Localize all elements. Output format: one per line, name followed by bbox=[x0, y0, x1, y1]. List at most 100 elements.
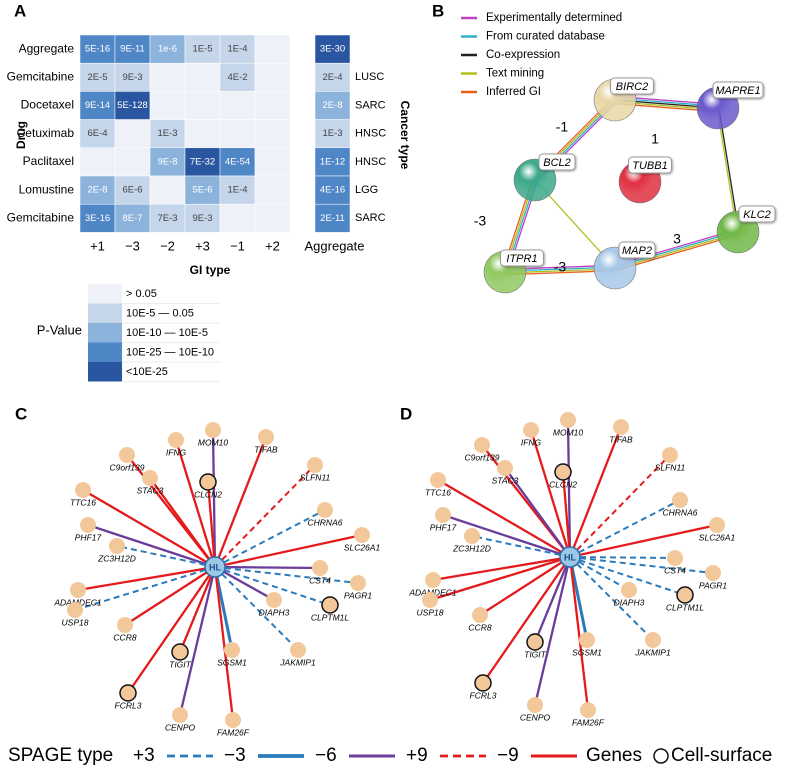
legend-label: Co-expression bbox=[486, 49, 560, 61]
gene-node bbox=[67, 602, 83, 618]
column-label: +1 bbox=[90, 238, 105, 253]
gene-node bbox=[75, 482, 91, 498]
gene-label: FCRL3 bbox=[470, 690, 497, 700]
spage-edge bbox=[533, 556, 572, 706]
network-edge bbox=[615, 232, 739, 270]
cancer-type-label: HNSC bbox=[355, 156, 386, 168]
legend-label: <10E-25 bbox=[126, 366, 168, 378]
spage-edge bbox=[214, 533, 363, 569]
cell-label: 2E-8 bbox=[322, 100, 342, 111]
node-label: ITPR1 bbox=[506, 253, 537, 265]
spage-edge bbox=[213, 566, 235, 721]
gene-label: PAGR1 bbox=[344, 590, 372, 600]
gene-node bbox=[142, 470, 158, 486]
gene-node bbox=[70, 582, 86, 598]
cell-label: 1E-5 bbox=[192, 44, 212, 55]
gene-label: CLCN2 bbox=[549, 479, 577, 489]
spage-edge bbox=[533, 556, 572, 643]
cell-label: 1E-3 bbox=[322, 128, 342, 139]
cancer-type-label: SARC bbox=[355, 99, 386, 111]
edge-label: -3 bbox=[474, 213, 487, 229]
node-label-box bbox=[500, 249, 544, 267]
cell-label: 5E-128 bbox=[117, 100, 148, 111]
gene-node bbox=[422, 592, 438, 608]
legend-swatch bbox=[88, 303, 122, 323]
network-edge bbox=[614, 228, 738, 267]
spage-edge bbox=[213, 436, 268, 568]
hub-node bbox=[559, 546, 581, 568]
legend-title: P-Value bbox=[37, 322, 82, 337]
gene-node bbox=[662, 447, 678, 463]
gene-label: TIFAB bbox=[254, 444, 278, 454]
gene-node bbox=[430, 472, 446, 488]
gene-node bbox=[709, 517, 725, 533]
gene-node bbox=[497, 460, 513, 476]
gene-node bbox=[258, 429, 274, 445]
spage-edge bbox=[569, 454, 671, 558]
axis-title: Cancer type bbox=[398, 101, 412, 170]
gene-label: ADAMDEC1 bbox=[53, 597, 102, 607]
heatmap-cell bbox=[219, 175, 256, 205]
legend-label: > 0.05 bbox=[126, 288, 157, 300]
heatmap-cell bbox=[184, 203, 221, 233]
gene-label: MOM10 bbox=[198, 437, 229, 447]
spage-edge bbox=[568, 556, 589, 641]
node-label-box bbox=[538, 153, 576, 171]
node-label: MAP2 bbox=[622, 245, 652, 257]
gene-label: DIAPH3 bbox=[259, 607, 290, 617]
node-label-box bbox=[712, 81, 764, 99]
gene-label: CST4 bbox=[309, 575, 331, 585]
hub-label: HL bbox=[209, 562, 221, 572]
cell-label: 2E-5 bbox=[87, 72, 107, 83]
gene-label: STAC3 bbox=[137, 485, 164, 495]
heatmap-cell bbox=[314, 119, 351, 149]
gene-node bbox=[225, 712, 241, 728]
gene-node bbox=[645, 632, 661, 648]
spage-edge bbox=[429, 555, 571, 602]
gene-label: JAKMIP1 bbox=[634, 647, 671, 657]
spage-edge bbox=[569, 556, 630, 591]
gene-node bbox=[307, 457, 323, 473]
heatmap-cell bbox=[79, 147, 116, 177]
edge-label: -1 bbox=[556, 119, 569, 135]
gene-node bbox=[705, 565, 721, 581]
gene-label: IFNG bbox=[166, 447, 187, 457]
row-label: Docetaxel bbox=[21, 98, 74, 112]
gene-label: USP18 bbox=[417, 607, 444, 617]
cancer-type-label: LUSC bbox=[355, 71, 384, 83]
spage-edge bbox=[471, 535, 571, 558]
gene-label: SLFN11 bbox=[655, 462, 686, 472]
column-label: +3 bbox=[195, 238, 210, 253]
gene-node bbox=[321, 596, 339, 614]
legend-label: +9 bbox=[406, 745, 428, 766]
heatmap-cell bbox=[219, 147, 256, 177]
edge-label: -3 bbox=[554, 259, 567, 275]
node-label: TUBB1 bbox=[632, 160, 667, 172]
cell-label: 3E-16 bbox=[85, 213, 110, 224]
legend-label: −6 bbox=[315, 745, 337, 766]
gene-label: FCRL3 bbox=[115, 700, 142, 710]
spage-edge bbox=[214, 566, 331, 606]
legend-label: −3 bbox=[224, 745, 246, 766]
spage-edge bbox=[77, 565, 216, 592]
node-label: BIRC2 bbox=[616, 81, 648, 93]
gene-label: SLFN11 bbox=[300, 472, 331, 482]
spage-edge bbox=[214, 565, 321, 570]
legend-label: Genes bbox=[586, 745, 642, 766]
gene-node bbox=[672, 492, 688, 508]
gene-label: TTC16 bbox=[425, 487, 451, 497]
spage-edge bbox=[568, 556, 590, 711]
row-label: Lomustine bbox=[19, 182, 75, 196]
cell-label: 1E-4 bbox=[227, 44, 247, 55]
row-label: Gemcitabine bbox=[7, 69, 75, 83]
legend-label: 10E-5 — 0.05 bbox=[126, 307, 194, 319]
gene-label: CLPTM1L bbox=[666, 602, 705, 612]
gene-label: MOM10 bbox=[553, 427, 584, 437]
node-label-box bbox=[618, 241, 656, 259]
gene-label: TIFAB bbox=[609, 434, 633, 444]
gene-node bbox=[117, 617, 133, 633]
gene-label: ZC3H12D bbox=[452, 543, 491, 553]
heatmap-cell bbox=[184, 119, 221, 149]
gene-node bbox=[350, 575, 366, 591]
cell-label: 6E-6 bbox=[122, 185, 142, 196]
